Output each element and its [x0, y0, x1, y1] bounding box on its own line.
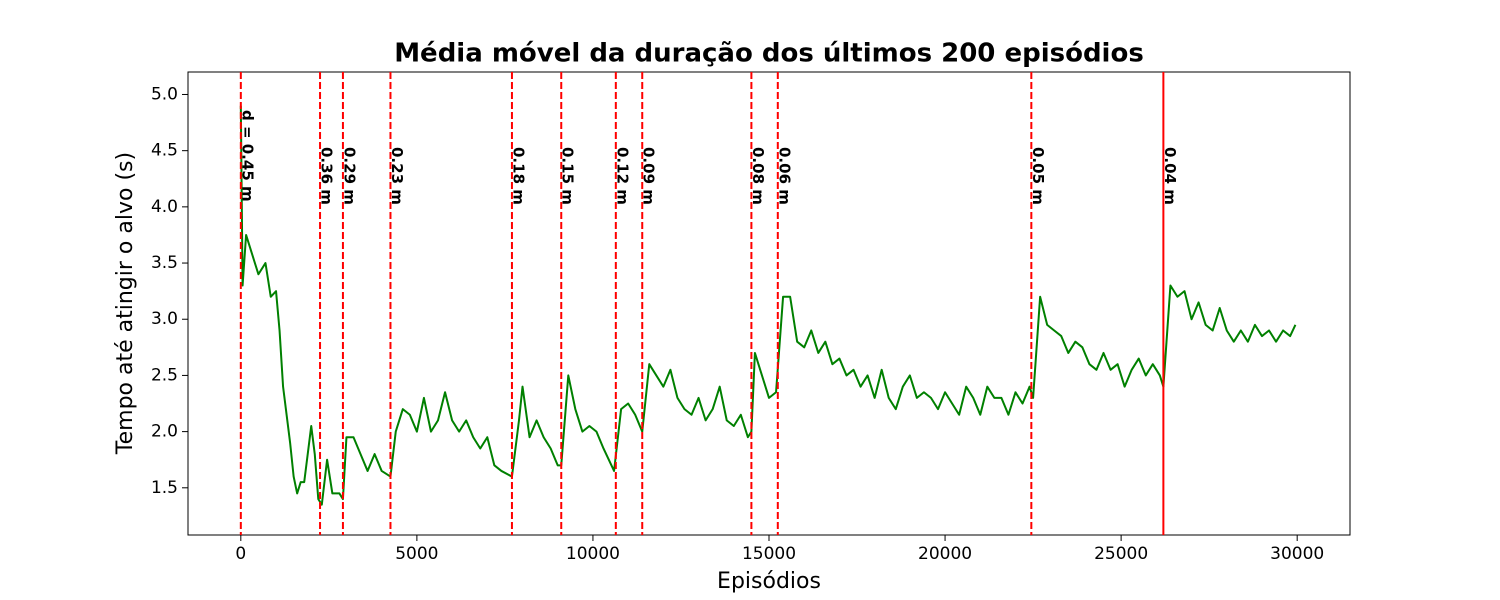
x-tick-label: 0: [235, 544, 246, 564]
marker-label: d = 0.45 m: [238, 110, 256, 202]
y-tick-label: 2.5: [151, 365, 178, 385]
y-tick-label: 4.0: [151, 197, 178, 217]
x-tick-label: 20000: [918, 544, 972, 564]
x-tick-label: 10000: [566, 544, 620, 564]
marker-label: 0.15 m: [559, 147, 577, 205]
x-tick-label: 25000: [1094, 544, 1148, 564]
y-tick-label: 4.5: [151, 141, 178, 161]
y-tick-label: 5.0: [151, 84, 178, 104]
marker-label: 0.04 m: [1161, 147, 1179, 205]
y-tick-label: 3.5: [151, 253, 178, 273]
marker-label: 0.06 m: [775, 147, 793, 205]
marker-label: 0.05 m: [1029, 147, 1047, 205]
marker-label: 0.29 m: [340, 147, 358, 205]
marker-label: 0.36 m: [318, 147, 336, 205]
data-line: [239, 105, 1297, 506]
x-tick-label: 15000: [742, 544, 796, 564]
marker-label: 0.12 m: [613, 147, 631, 205]
chart-title: Média móvel da duração dos últimos 200 e…: [394, 39, 1144, 69]
x-axis-label: Episódios: [717, 569, 821, 594]
y-tick-label: 3.0: [151, 309, 178, 329]
y-axis-label: Tempo até atingir o alvo (s): [113, 152, 138, 455]
y-tick-label: 1.5: [151, 478, 178, 498]
x-tick-label: 30000: [1270, 544, 1324, 564]
marker-label: 0.09 m: [640, 147, 658, 205]
marker-label: 0.18 m: [509, 147, 527, 205]
marker-label: 0.08 m: [749, 147, 767, 205]
marker-label: 0.23 m: [388, 147, 406, 205]
x-tick-label: 5000: [395, 544, 438, 564]
plot-frame: [187, 71, 1351, 536]
y-tick-label: 2.0: [151, 422, 178, 442]
